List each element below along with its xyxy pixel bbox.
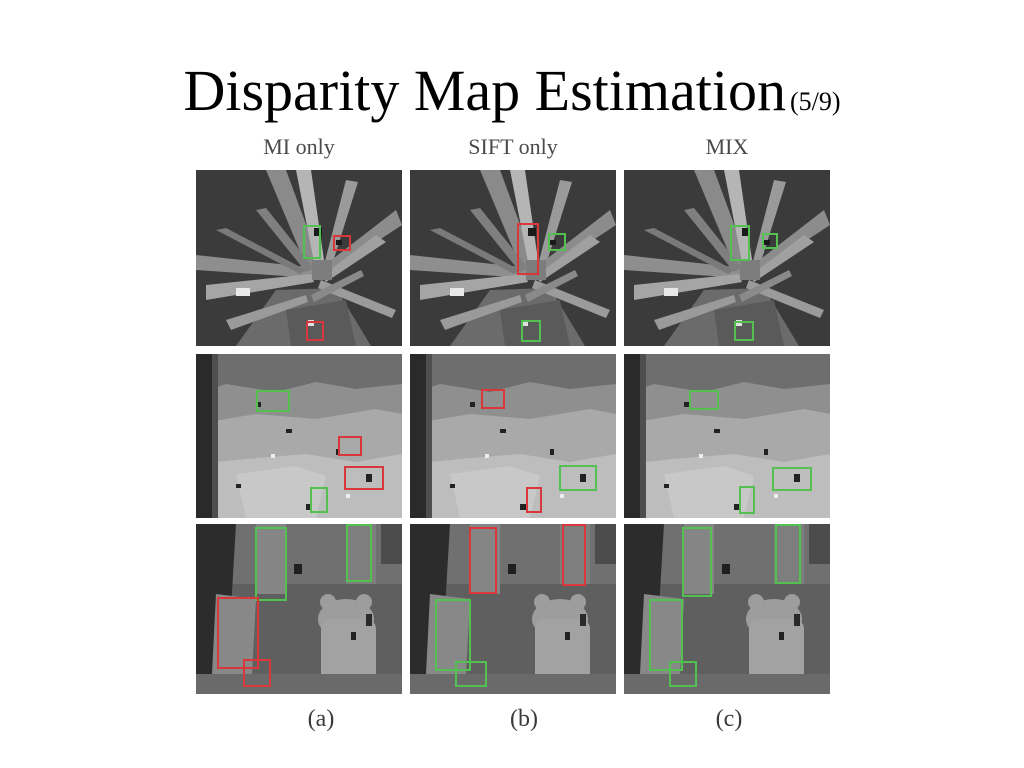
subfigure-label-b: (b) bbox=[510, 706, 538, 732]
column-label-mix: MIX bbox=[705, 134, 749, 159]
panel-b-row2 bbox=[410, 354, 616, 518]
column-label-sift-only: SIFT only bbox=[468, 134, 558, 159]
panel-c-row3 bbox=[624, 524, 830, 694]
panel-b-row3 bbox=[410, 524, 616, 694]
column-label-mi-only: MI only bbox=[263, 134, 335, 159]
title-main: Disparity Map Estimation bbox=[183, 58, 786, 123]
subfigure-label-c: (c) bbox=[715, 706, 743, 732]
title-suffix: (5/9) bbox=[789, 87, 841, 116]
panel-c-row2 bbox=[624, 354, 830, 518]
panel-c-row1 bbox=[624, 170, 830, 346]
slide-title: Disparity Map Estimation (5/9) bbox=[0, 62, 1024, 120]
panel-b-row1 bbox=[410, 170, 616, 346]
subfigure-label-a: (a) bbox=[307, 706, 335, 732]
panel-a-row2 bbox=[196, 354, 402, 518]
panel-a-row3 bbox=[196, 524, 402, 694]
panel-a-row1 bbox=[196, 170, 402, 346]
